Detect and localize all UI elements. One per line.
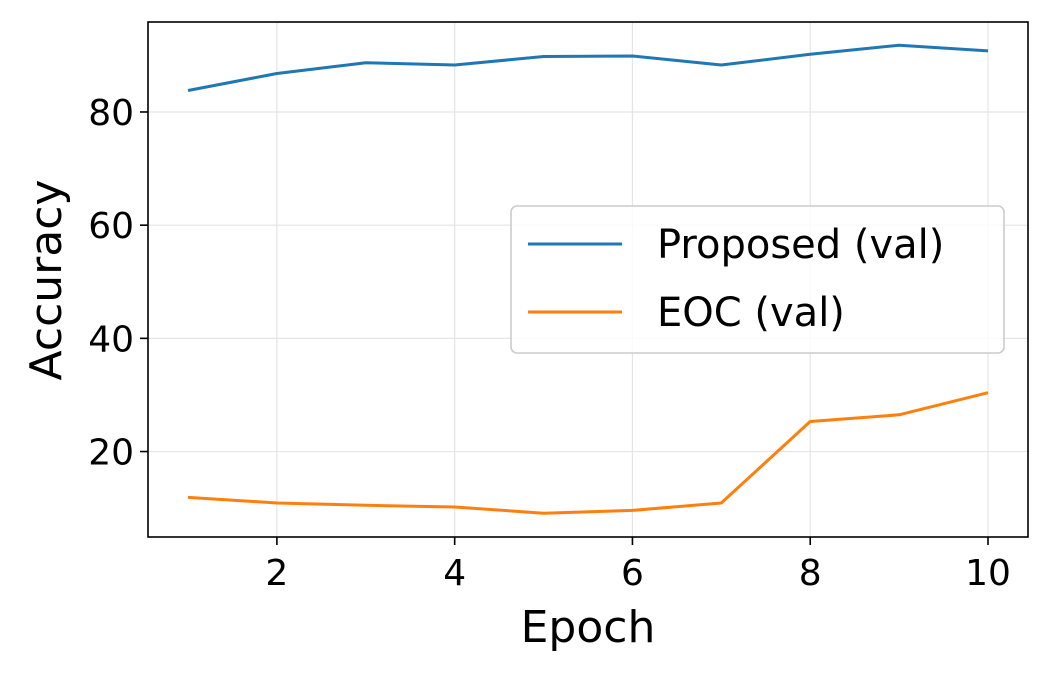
x-tick-label: 10 (965, 553, 1011, 594)
x-tick-label: 2 (265, 553, 288, 594)
plot-frame (147, 21, 1029, 538)
legend: Proposed (val) EOC (val) (510, 205, 1005, 354)
x-tick-label: 4 (443, 553, 466, 594)
x-tick-label: 8 (799, 553, 822, 594)
x-axis-title: Epoch (521, 602, 656, 653)
legend-box (510, 205, 1005, 354)
legend-label-2: EOC (val) (657, 290, 845, 336)
y-tick-label: 80 (88, 93, 134, 134)
legend-label-1: Proposed (val) (657, 222, 944, 268)
y-tick-label: 20 (88, 433, 134, 474)
axis-ticks: 2 4 6 8 10 20 40 60 80 (88, 93, 1011, 594)
series-line-2 (187, 391, 989, 515)
series-lines (187, 43, 989, 515)
series-line-1 (187, 43, 989, 92)
y-axis-title: Accuracy (21, 180, 72, 381)
x-tick-label: 6 (621, 553, 644, 594)
y-tick-label: 40 (88, 319, 134, 360)
y-tick-label: 60 (88, 206, 134, 247)
